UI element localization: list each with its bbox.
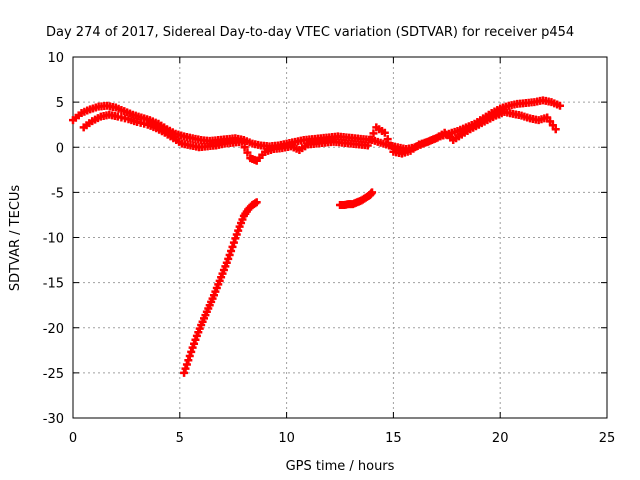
data-point-interp <box>245 138 254 147</box>
x-tick-label: 0 <box>69 431 77 446</box>
data-point-interp <box>158 127 166 136</box>
data-point-interp <box>360 141 369 150</box>
data-point-interp <box>501 102 510 111</box>
data-point-interp <box>130 117 139 126</box>
data-point-interp <box>177 131 186 140</box>
data-point-interp <box>250 155 259 164</box>
data-point-interp <box>195 324 204 333</box>
data-point-interp <box>367 189 376 198</box>
data-point-interp <box>182 360 191 369</box>
series-short-arc-12-14h <box>336 188 377 210</box>
data-point-interp <box>553 100 562 109</box>
axis-ticks: 0 5 10 15 20 25 -30 -25 -20 -15 -10 -5 0 5 10 <box>43 51 616 446</box>
data-point-interp <box>463 127 472 136</box>
data-point-interp <box>228 242 237 251</box>
data-point-interp <box>450 127 459 136</box>
data-point-interp <box>229 238 238 247</box>
data-point-interp <box>540 114 549 123</box>
data-point-interp <box>208 294 217 303</box>
data-point-interp <box>93 114 102 123</box>
data-point-interp <box>234 138 243 147</box>
data-point-interp <box>373 137 382 146</box>
data-point-interp <box>514 111 523 120</box>
y-tick-label: -10 <box>43 232 64 247</box>
data-point-interp <box>429 135 438 144</box>
data-point-interp <box>191 335 200 344</box>
series-upper-band-spread <box>79 108 560 165</box>
data-point-interp <box>200 314 209 323</box>
data-marks <box>69 96 565 377</box>
data-point-interp <box>258 150 267 159</box>
data-point-interp <box>378 127 387 136</box>
data-point-interp <box>166 132 175 141</box>
data-point-interp <box>120 114 129 123</box>
data-point-interp <box>187 347 196 356</box>
data-point-interp <box>221 262 230 271</box>
y-tick-label: 10 <box>47 51 64 66</box>
chart-title: Day 274 of 2017, Sidereal Day-to-day VTE… <box>46 25 574 40</box>
data-point-interp <box>175 137 184 146</box>
data-point-interp <box>412 142 421 151</box>
data-point-interp <box>489 113 498 122</box>
series-descending-arc-05-09h <box>180 198 261 377</box>
x-tick-label: 15 <box>385 431 402 446</box>
data-point-interp <box>74 111 83 120</box>
data-point-interp <box>234 226 243 235</box>
data-point-interp <box>386 141 395 150</box>
data-point-interp <box>548 121 557 130</box>
data-point-interp <box>383 135 392 144</box>
x-tick-label: 10 <box>278 431 295 446</box>
data-point <box>180 368 189 377</box>
data-point-interp <box>185 352 194 361</box>
data-point-interp <box>238 215 247 224</box>
y-tick-label: -25 <box>43 367 64 382</box>
y-tick-label: -15 <box>43 277 64 292</box>
y-axis-label: SDTVAR / TECUs <box>8 185 23 292</box>
data-point-interp <box>181 364 190 373</box>
y-tick-label: 5 <box>56 96 64 111</box>
data-point-interp <box>212 284 221 293</box>
data-point-interp <box>134 112 143 121</box>
data-point-interp <box>493 105 502 114</box>
data-point-interp <box>544 97 553 106</box>
data-point-interp <box>117 105 126 114</box>
data-point-interp <box>217 273 226 282</box>
data-point-interp <box>140 119 149 128</box>
data-point-interp <box>204 304 213 313</box>
data-point-interp <box>420 138 429 147</box>
y-tick-label: -20 <box>43 322 64 337</box>
data-point-interp <box>243 148 252 157</box>
data-point-interp <box>369 129 378 138</box>
y-tick-label: -5 <box>51 186 64 201</box>
data-point-interp <box>111 111 120 120</box>
data-point-interp <box>471 122 480 131</box>
data-point-interp <box>366 135 375 144</box>
x-axis-label: GPS time / hours <box>286 459 395 474</box>
x-tick-label: 5 <box>176 431 184 446</box>
x-tick-label: 25 <box>599 431 616 446</box>
y-tick-label: 0 <box>56 141 64 156</box>
data-point-interp <box>523 113 532 122</box>
data-point-interp <box>85 119 94 128</box>
data-point-interp <box>108 102 117 111</box>
data-point-interp <box>251 199 260 208</box>
data-point-interp <box>403 147 412 156</box>
data-point <box>184 356 193 365</box>
data-point-interp <box>480 117 489 126</box>
data-point-interp <box>225 250 234 259</box>
data-point-interp <box>149 123 158 132</box>
data-point-interp <box>83 106 92 115</box>
data-point-interp <box>454 132 463 141</box>
data-point-interp <box>240 143 249 152</box>
y-tick-label: -30 <box>43 412 64 427</box>
x-tick-label: 20 <box>492 431 509 446</box>
data-point-interp <box>125 109 134 118</box>
data-point-interp <box>301 142 310 151</box>
data-point-interp <box>459 124 468 133</box>
